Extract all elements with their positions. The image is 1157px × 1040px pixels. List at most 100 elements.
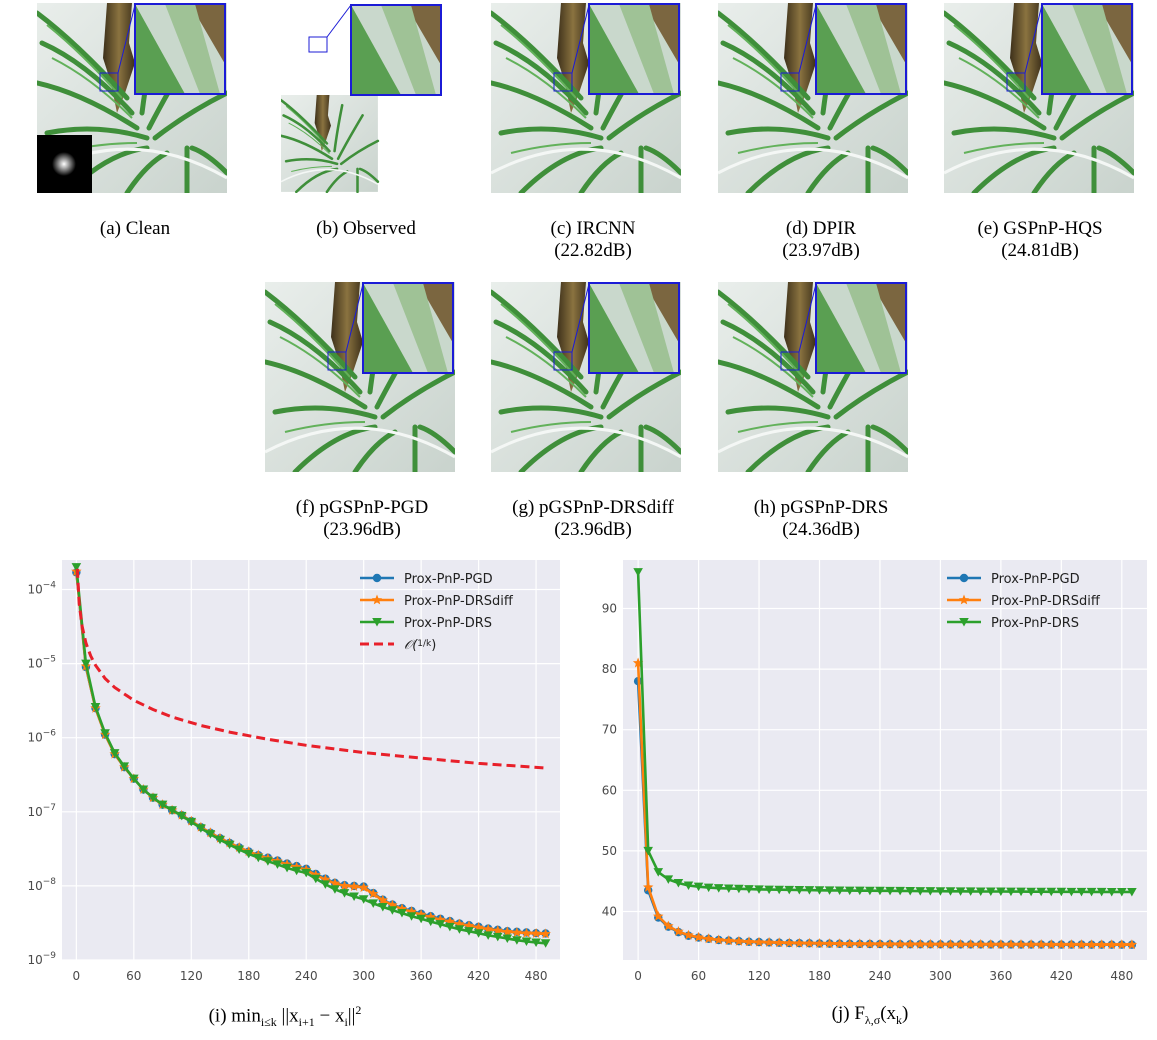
y-tick-label: 60 bbox=[602, 783, 617, 797]
caption-h: (h) pGSPnP-DRS (24.36dB) bbox=[753, 497, 889, 540]
data-point bbox=[955, 887, 966, 896]
caption-g: (g) pGSPnP-DRSdiff (23.96dB) bbox=[512, 497, 674, 540]
data-point bbox=[633, 568, 643, 577]
data-point bbox=[358, 882, 369, 892]
data-point bbox=[1127, 888, 1137, 897]
data-point bbox=[663, 920, 674, 931]
legend-marker bbox=[959, 573, 969, 583]
y-tick-label: 10−7 bbox=[27, 803, 56, 819]
caption-c: (c) IRCNN (22.82dB) bbox=[550, 218, 636, 261]
data-point bbox=[894, 938, 906, 949]
x-tick-label: 180 bbox=[808, 969, 831, 983]
data-point bbox=[915, 887, 926, 896]
data-point bbox=[1046, 887, 1057, 897]
data-point bbox=[814, 886, 825, 895]
data-point bbox=[329, 877, 341, 888]
data-point bbox=[1066, 939, 1077, 950]
data-point bbox=[1025, 939, 1037, 949]
data-point bbox=[435, 914, 446, 925]
x-tick-label: 360 bbox=[989, 969, 1012, 983]
data-point bbox=[1116, 939, 1127, 950]
panel-image-g bbox=[491, 282, 681, 472]
zoom-region-box bbox=[780, 351, 800, 371]
data-point bbox=[1106, 887, 1117, 897]
data-point bbox=[310, 874, 321, 884]
zoom-region-box bbox=[327, 351, 347, 371]
data-point bbox=[864, 938, 876, 949]
plot-area bbox=[623, 560, 1147, 960]
data-point bbox=[905, 938, 916, 949]
data-point bbox=[129, 774, 139, 784]
data-point bbox=[215, 835, 225, 845]
zoom-inset bbox=[1042, 4, 1132, 94]
panel-svg-b bbox=[281, 4, 442, 193]
data-point bbox=[1066, 887, 1077, 897]
chart-j-svg: 0 60 120 180 240 300 360 420 480 40 50 60 70 80 90 Prox… bbox=[602, 560, 1147, 983]
data-point bbox=[492, 925, 503, 935]
data-point bbox=[925, 938, 936, 949]
data-point bbox=[368, 899, 379, 908]
x-tick-label: 0 bbox=[73, 969, 81, 983]
data-point bbox=[291, 866, 302, 876]
y-tick-label: 10−6 bbox=[27, 729, 56, 745]
data-point bbox=[521, 937, 532, 946]
data-point bbox=[1126, 939, 1138, 950]
legend-marker bbox=[958, 594, 970, 605]
x-tick-label: 480 bbox=[525, 969, 548, 983]
data-point bbox=[406, 906, 417, 916]
caption-a: (a) Clean bbox=[99, 218, 171, 239]
data-point bbox=[915, 938, 926, 949]
zoom-region-box bbox=[780, 72, 800, 92]
data-point bbox=[1046, 939, 1057, 950]
data-point bbox=[814, 938, 825, 948]
data-point bbox=[693, 882, 704, 892]
caption-f: (f) pGSPnP-PGD (23.96dB) bbox=[295, 497, 429, 540]
panel-image-f bbox=[265, 282, 455, 472]
data-point bbox=[358, 895, 369, 904]
data-point bbox=[774, 937, 785, 948]
data-point bbox=[502, 934, 513, 944]
data-point bbox=[454, 925, 465, 934]
data-point bbox=[945, 887, 956, 896]
data-point bbox=[109, 749, 120, 758]
y-tick-label: 80 bbox=[602, 662, 617, 676]
data-point bbox=[81, 659, 91, 669]
legend-marker bbox=[959, 618, 969, 627]
y-tick-label: 10−8 bbox=[27, 877, 56, 893]
data-point bbox=[824, 938, 835, 949]
legend-label: 𝒪(1/k) bbox=[404, 638, 436, 653]
panel-svg-e bbox=[944, 3, 1134, 193]
y-tick-label: 10−4 bbox=[27, 580, 56, 596]
data-point bbox=[683, 929, 694, 940]
data-point bbox=[378, 902, 388, 912]
plot-area bbox=[62, 560, 560, 960]
data-point bbox=[1036, 887, 1046, 897]
x-tick-label: 120 bbox=[180, 969, 203, 983]
zoom-inset bbox=[816, 283, 906, 373]
legend-marker bbox=[372, 573, 382, 583]
legend-label: Prox-PnP-DRS bbox=[991, 616, 1079, 631]
data-point bbox=[224, 840, 235, 850]
data-point bbox=[100, 729, 110, 738]
panel-image-h bbox=[718, 282, 908, 472]
legend-label: Prox-PnP-PGD bbox=[991, 572, 1080, 587]
caption-d: (d) DPIR (23.97dB) bbox=[782, 218, 860, 261]
chart-i: 0 60 120 180 240 300 360 420 480 10−9 10−8 10−7 10−6… bbox=[10, 555, 570, 995]
data-point bbox=[683, 881, 694, 890]
x-tick-label: 180 bbox=[237, 969, 260, 983]
data-point bbox=[1016, 887, 1026, 897]
legend-label: Prox-PnP-DRSdiff bbox=[404, 594, 514, 609]
data-point bbox=[320, 874, 331, 884]
chart-i-svg: 0 60 120 180 240 300 360 420 480 10−9 10−8 10−7 10−6… bbox=[27, 560, 560, 983]
data-point bbox=[339, 880, 350, 891]
chart-j: 0 60 120 180 240 300 360 420 480 40 50 60 70 80 90 Prox… bbox=[585, 555, 1157, 995]
data-point bbox=[925, 887, 936, 896]
data-point bbox=[713, 884, 724, 893]
data-point bbox=[703, 883, 714, 893]
data-point bbox=[764, 885, 774, 895]
data-point bbox=[895, 886, 905, 896]
data-point bbox=[148, 793, 158, 803]
data-point bbox=[425, 911, 436, 922]
data-point bbox=[632, 657, 644, 668]
data-point bbox=[176, 811, 187, 821]
